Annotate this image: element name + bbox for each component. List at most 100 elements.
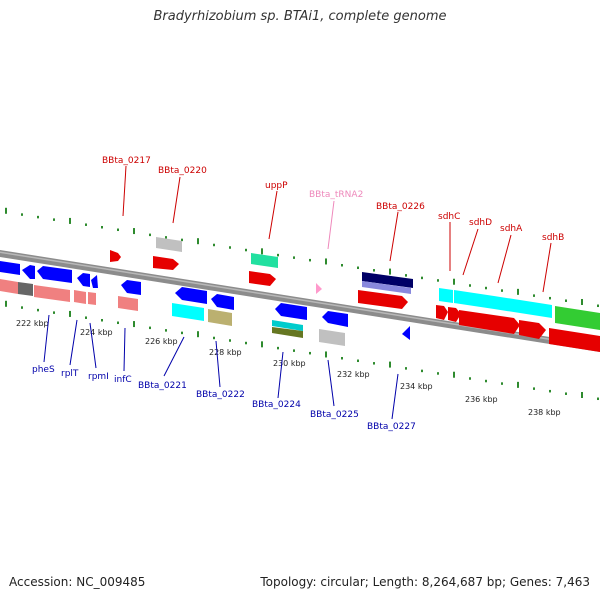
minor-tick <box>245 248 247 252</box>
gene-block <box>362 272 413 288</box>
gene-label-top: uppP <box>265 181 288 191</box>
scale-label: 232 kbp <box>337 370 370 379</box>
major-tick <box>261 341 263 348</box>
major-tick <box>133 228 135 235</box>
major-tick <box>325 351 327 358</box>
minor-tick <box>421 369 423 373</box>
gene-arrow <box>519 320 546 339</box>
minor-tick <box>149 233 151 237</box>
gene-arrow <box>153 256 179 270</box>
gene-label-bottom: infC <box>114 375 132 385</box>
minor-tick <box>341 263 343 267</box>
minor-tick <box>181 331 183 335</box>
minor-tick <box>373 269 375 272</box>
minor-tick <box>277 253 279 257</box>
inner-tick-track <box>5 300 599 401</box>
gene-block <box>439 288 453 303</box>
gene-arrow <box>549 328 600 352</box>
major-tick <box>453 371 455 378</box>
major-tick <box>581 298 583 305</box>
minor-tick <box>485 379 487 383</box>
minor-tick <box>549 296 551 300</box>
gene-arrow <box>275 303 307 320</box>
minor-tick <box>277 346 279 350</box>
minor-tick <box>597 397 599 401</box>
gene-label-top: BBta_0220 <box>158 166 207 176</box>
minor-tick <box>421 276 423 280</box>
minor-tick <box>357 266 359 270</box>
gene-label-top: sdhC <box>438 212 460 222</box>
minor-tick <box>229 339 231 342</box>
minor-tick <box>21 213 23 216</box>
minor-tick <box>437 279 439 282</box>
minor-tick <box>549 389 551 393</box>
gene-arrow <box>175 287 207 304</box>
gene-block <box>156 237 182 252</box>
genome-summary: Topology: circular; Length: 8,264,687 bp… <box>260 575 590 589</box>
bottom-gene-labels: pheS rplT rpmI infC BBta_0221 BBta_0222 … <box>32 314 416 432</box>
minor-tick <box>165 236 167 239</box>
gene-arrow <box>0 261 20 275</box>
gene-block <box>272 327 303 338</box>
minor-tick <box>181 238 183 242</box>
minor-tick <box>373 362 375 365</box>
major-tick <box>69 217 71 224</box>
gene-block <box>0 279 18 294</box>
minor-tick <box>293 349 295 352</box>
gene-label-bottom: rpmI <box>88 372 109 382</box>
scale-label: 238 kbp <box>528 408 561 417</box>
gene-label-top: sdhD <box>469 218 492 228</box>
gene-block <box>454 290 494 309</box>
major-tick <box>517 381 519 388</box>
gene-arrow <box>436 305 448 320</box>
major-tick <box>453 278 455 285</box>
gene-label-bottom: rplT <box>61 369 79 379</box>
gene-block <box>74 290 86 304</box>
minor-tick <box>565 299 567 302</box>
gene-block <box>208 309 232 326</box>
scale-label: 222 kbp <box>16 319 49 328</box>
minor-tick <box>565 392 567 395</box>
gene-arrow <box>459 310 520 334</box>
minor-tick <box>309 258 311 262</box>
major-tick <box>5 207 7 214</box>
minor-tick <box>405 274 407 277</box>
trna-marker <box>316 283 322 294</box>
gene-arrow <box>77 273 90 287</box>
gene-block <box>319 329 345 346</box>
minor-tick <box>341 356 343 360</box>
gene-block <box>34 285 70 302</box>
minor-tick <box>501 289 503 292</box>
minor-tick <box>37 215 39 219</box>
minor-tick <box>245 341 247 345</box>
major-tick <box>5 300 7 307</box>
gene-arrow <box>22 265 35 279</box>
gene-block <box>362 281 411 294</box>
major-tick <box>581 391 583 398</box>
minor-tick <box>229 246 231 249</box>
minor-tick <box>53 311 55 314</box>
gene-label-top: BBta_tRNA2 <box>309 190 363 200</box>
minor-tick <box>101 318 103 322</box>
major-tick <box>389 361 391 368</box>
major-tick <box>325 258 327 265</box>
gene-label-bottom: BBta_0221 <box>138 381 187 391</box>
gene-arrow <box>91 275 98 288</box>
minor-tick <box>53 218 55 221</box>
accession-text: Accession: NC_009485 <box>9 575 146 589</box>
gene-label-top: sdhA <box>500 224 523 234</box>
gene-arrow <box>402 326 410 340</box>
major-tick <box>197 238 199 245</box>
minor-tick <box>21 306 23 309</box>
gene-label-top: BBta_0217 <box>102 156 151 166</box>
top-gene-labels: BBta_0217 BBta_0220 uppP BBta_tRNA2 BBta… <box>102 156 564 293</box>
scale-label: 230 kbp <box>273 359 306 368</box>
minor-tick <box>101 225 103 229</box>
minor-tick <box>533 387 535 390</box>
outer-tick-track <box>5 207 599 308</box>
minor-tick <box>309 351 311 355</box>
minor-tick <box>469 377 471 380</box>
minor-tick <box>501 382 503 385</box>
gene-arrow <box>110 250 121 262</box>
gene-block <box>118 296 138 311</box>
